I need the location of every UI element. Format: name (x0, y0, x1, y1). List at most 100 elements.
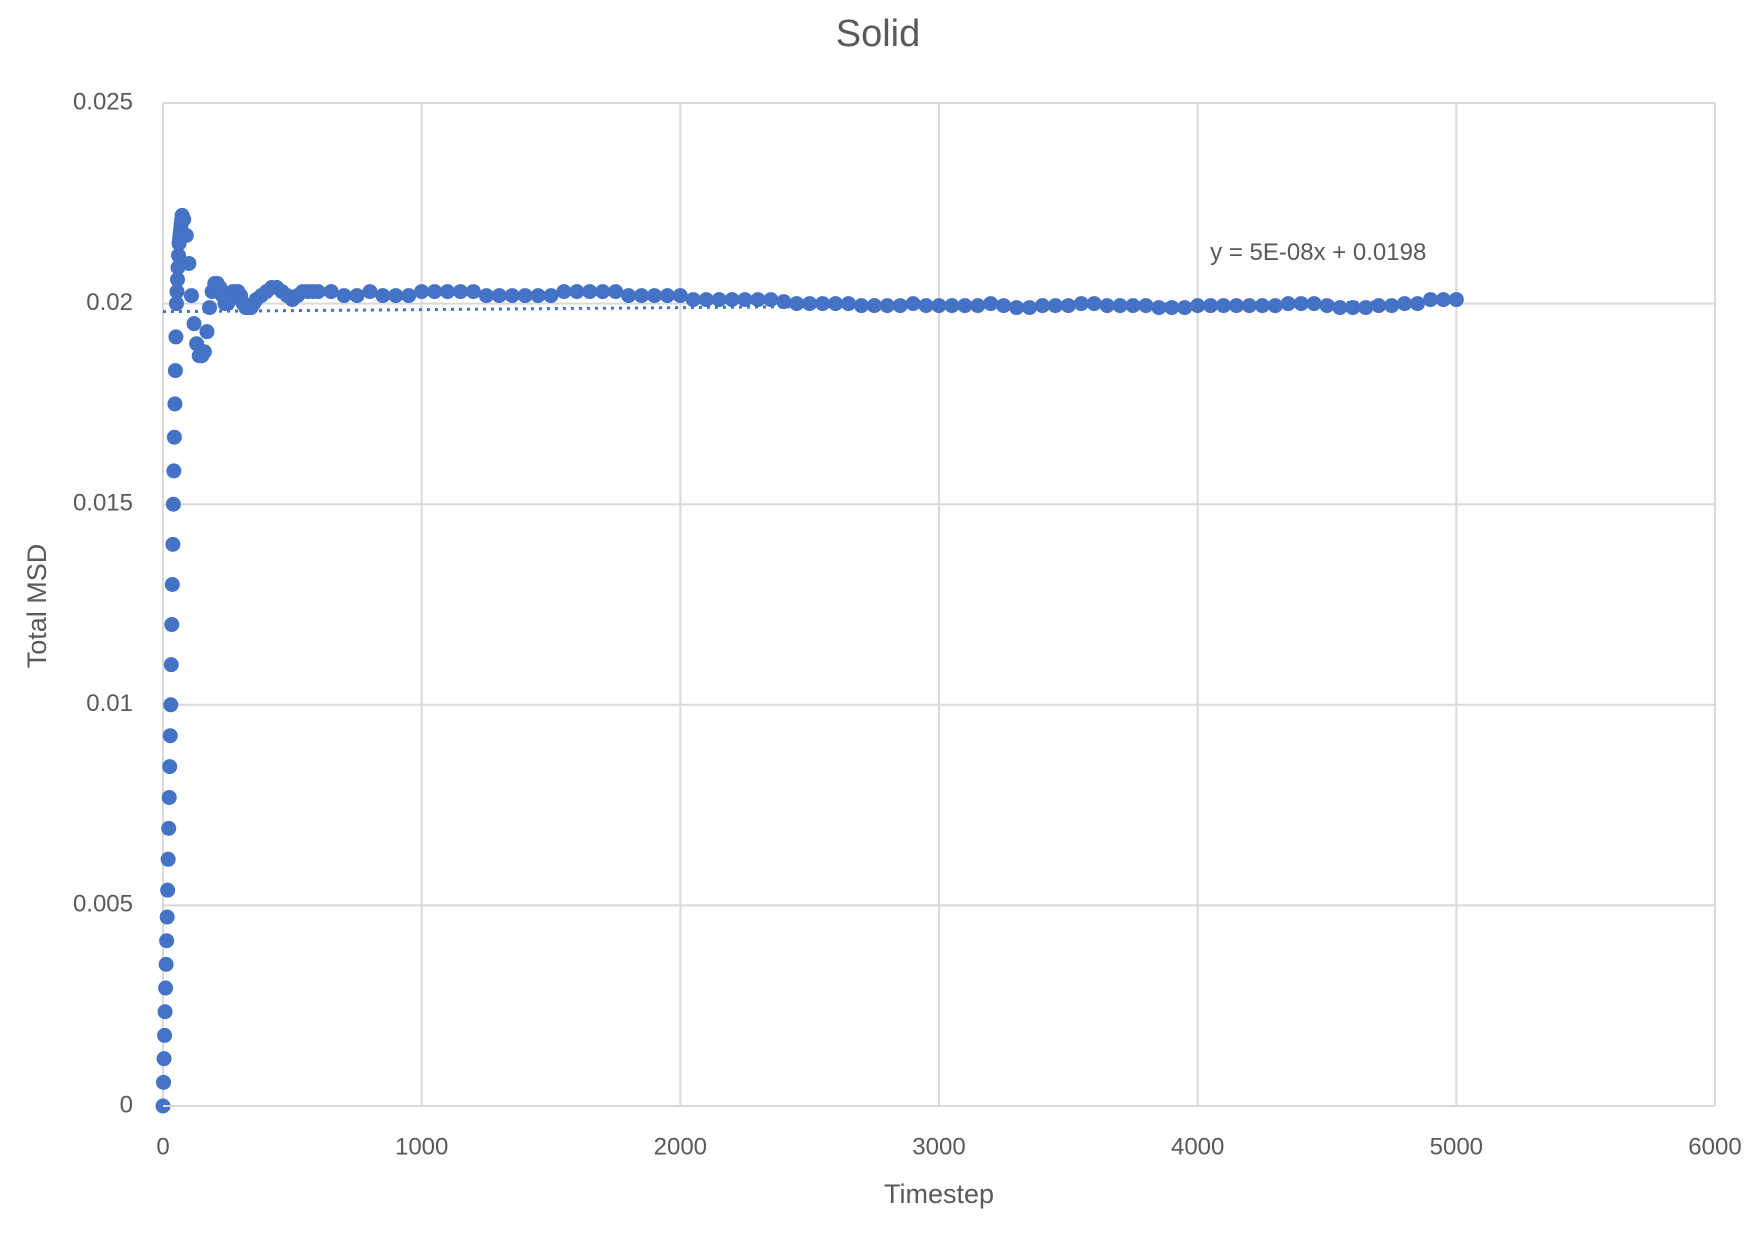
data-point (983, 296, 999, 312)
data-point (1203, 298, 1219, 314)
x-tick-label: 6000 (1688, 1133, 1741, 1160)
x-tick-label: 0 (156, 1133, 169, 1160)
data-point (905, 296, 921, 312)
data-point (199, 324, 215, 340)
data-point (789, 296, 805, 312)
data-point (517, 288, 533, 304)
data-point (465, 284, 481, 300)
chart-title: Solid (836, 13, 921, 55)
data-point (1060, 298, 1076, 314)
data-point (556, 284, 572, 300)
data-point (158, 956, 174, 972)
data-point (202, 300, 218, 316)
data-point (802, 296, 818, 312)
data-point (1034, 298, 1050, 314)
data-point (1190, 298, 1206, 314)
data-point (1254, 298, 1270, 314)
data-point (1422, 292, 1438, 308)
data-point (1435, 292, 1451, 308)
data-point (158, 980, 174, 996)
data-point (1319, 298, 1335, 314)
data-point (362, 284, 378, 300)
data-point (427, 284, 443, 300)
data-point (1241, 298, 1257, 314)
data-point (1125, 298, 1141, 314)
data-point (178, 227, 194, 243)
data-point (166, 463, 182, 479)
data-point (1177, 300, 1193, 316)
data-point (156, 1051, 172, 1067)
data-point (181, 255, 197, 271)
data-point (1022, 300, 1038, 316)
data-point (582, 284, 598, 300)
data-point (162, 728, 178, 744)
data-point (879, 298, 895, 314)
data-point (169, 272, 185, 288)
data-point (1293, 296, 1309, 312)
data-point (724, 292, 740, 308)
data-point (634, 288, 650, 304)
data-point (160, 851, 176, 867)
data-point (543, 288, 559, 304)
data-point (414, 284, 430, 300)
data-point (163, 697, 179, 713)
data-point (1009, 300, 1025, 316)
data-point (168, 296, 184, 312)
data-point (1099, 298, 1115, 314)
data-point (659, 288, 675, 304)
data-point (196, 344, 212, 360)
data-point (1216, 298, 1232, 314)
data-point (1112, 298, 1128, 314)
data-point (1280, 296, 1296, 312)
data-point (698, 292, 714, 308)
data-point (161, 789, 177, 805)
y-tick-label: 0.025 (73, 88, 133, 115)
y-tick-label: 0.005 (73, 891, 133, 918)
data-point (164, 576, 180, 592)
x-tick-label: 2000 (654, 1133, 707, 1160)
data-point (672, 288, 688, 304)
data-point (569, 284, 585, 300)
data-point (183, 288, 199, 304)
data-point (163, 657, 179, 673)
data-point (176, 211, 192, 227)
data-point (646, 288, 662, 304)
data-point (840, 296, 856, 312)
data-point (323, 284, 339, 300)
data-point (1384, 298, 1400, 314)
data-point (1397, 296, 1413, 312)
data-point (161, 820, 177, 836)
data-point (157, 1027, 173, 1043)
data-point (1345, 300, 1361, 316)
data-point (349, 288, 365, 304)
data-point (1267, 298, 1283, 314)
x-tick-label: 5000 (1430, 1133, 1483, 1160)
data-point (336, 288, 352, 304)
data-point (159, 933, 175, 949)
data-point (310, 284, 326, 300)
data-point (1228, 298, 1244, 314)
data-point (866, 298, 882, 314)
data-point (164, 617, 180, 633)
data-point (957, 298, 973, 314)
data-point (608, 284, 624, 300)
data-point (828, 296, 844, 312)
data-point (595, 284, 611, 300)
data-point (815, 296, 831, 312)
data-point (1448, 292, 1464, 308)
data-point (918, 298, 934, 314)
data-point (737, 292, 753, 308)
data-point (1371, 298, 1387, 314)
data-point (931, 298, 947, 314)
data-point (1358, 300, 1374, 316)
data-point (1047, 298, 1063, 314)
data-point (970, 298, 986, 314)
y-tick-label: 0.01 (86, 690, 133, 717)
y-tick-label: 0 (120, 1091, 133, 1118)
data-point (944, 298, 960, 314)
data-point (621, 288, 637, 304)
data-point (452, 284, 468, 300)
data-point (167, 363, 183, 379)
data-point (530, 288, 546, 304)
